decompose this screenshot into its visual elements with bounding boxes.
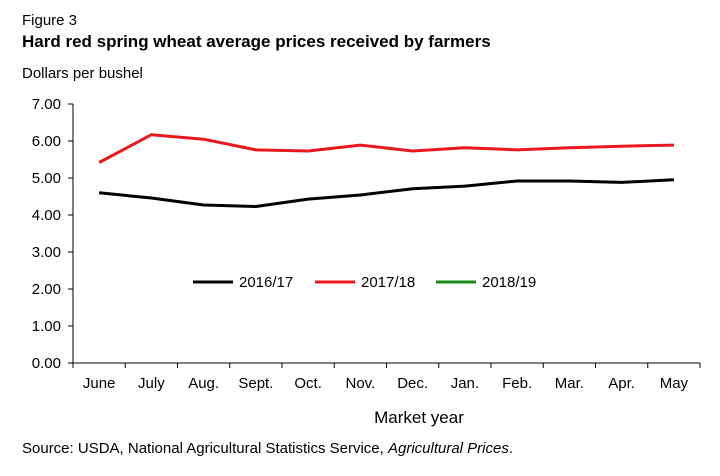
y-tick-label: 7.00 [32, 96, 61, 113]
x-tick-label: Nov. [346, 375, 376, 392]
series-lines [98, 133, 674, 208]
series-line-2017/18 [98, 133, 674, 164]
y-tick-label: 0.00 [32, 355, 61, 372]
legend: 2016/17 2017/18 2018/19 [193, 274, 536, 291]
y-tick-label: 3.00 [32, 244, 61, 261]
legend-label: 2017/18 [361, 274, 415, 291]
x-tick-label: Aug. [188, 375, 219, 392]
x-tick-label: May [660, 375, 689, 392]
y-tick-label: 5.00 [32, 170, 61, 187]
legend-label: 2018/19 [482, 274, 536, 291]
x-tick-label: Sept. [238, 375, 273, 392]
x-tick-label: Dec. [397, 375, 428, 392]
series-line-2016/17 [98, 178, 674, 208]
y-tick-label: 1.00 [32, 318, 61, 335]
y-ticks: 0.00 1.00 2.00 3.00 4.00 5.00 6.00 7.00 [32, 96, 73, 372]
x-tick-label: June [83, 375, 116, 392]
y-tick-label: 4.00 [32, 207, 61, 224]
source-suffix: . [508, 440, 514, 457]
x-tick-label: Jan. [451, 375, 479, 392]
x-tick-label: Oct. [294, 375, 322, 392]
chart-title: Hard red spring wheat average prices rec… [22, 32, 491, 51]
x-tick-label: Feb. [502, 375, 532, 392]
y-tick-label: 2.00 [32, 281, 61, 298]
legend-label: 2016/17 [239, 274, 293, 291]
x-ticks: June July Aug. Sept. Oct. Nov. Dec. Jan. Feb. Mar… [72, 363, 701, 392]
x-tick-label: Apr. [608, 375, 635, 392]
y-axis-label: Dollars per bushel [22, 65, 143, 82]
axes [72, 104, 700, 364]
y-tick-label: 6.00 [32, 133, 61, 150]
source-prefix: Source: USDA, National Agricultural Stat… [22, 440, 388, 457]
source-title: Agricultural Prices [387, 440, 509, 457]
figure-label: Figure 3 [22, 12, 78, 29]
x-tick-label: Mar. [555, 375, 584, 392]
x-axis-label: Market year [374, 408, 464, 427]
x-tick-label: July [138, 375, 165, 392]
source-note: Source: USDA, National Agricultural Stat… [22, 440, 513, 457]
